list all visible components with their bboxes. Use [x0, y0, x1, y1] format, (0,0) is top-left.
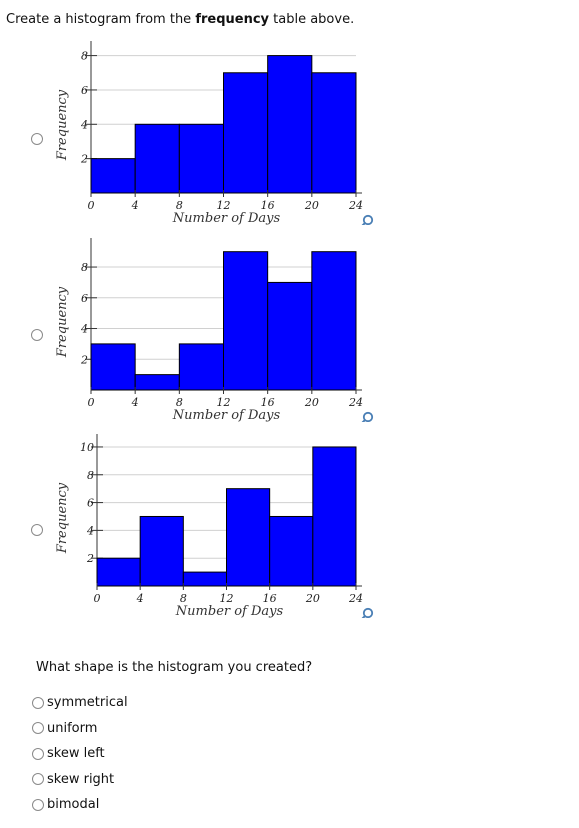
answer-option-skew-right[interactable]: skew right	[32, 767, 128, 793]
x-tick-label: 4	[136, 592, 144, 605]
x-tick-label: 8	[180, 592, 187, 605]
magnifier-handle	[361, 419, 366, 422]
histogram-bar	[139, 515, 184, 587]
histogram-bar	[182, 571, 227, 587]
instruction-bold-word: frequency	[195, 12, 270, 27]
histogram-option-1[interactable]: 2 4 6 8 0 4 8 12 16 20 24 Number of Days Frequency	[0, 35, 579, 225]
x-tick-label: 24	[348, 396, 363, 409]
x-tick-label: 20	[305, 592, 320, 605]
radio-button[interactable]	[32, 773, 44, 786]
y-tick-label: 10	[80, 441, 94, 454]
radio-button[interactable]	[32, 696, 44, 709]
y-tick-label: 2	[86, 552, 94, 565]
x-tick-label: 12	[217, 199, 231, 212]
y-tick-label: 8	[87, 469, 94, 482]
x-tick-label: 0	[94, 592, 101, 605]
magnifier-icon[interactable]	[361, 214, 374, 225]
histogram-bar	[96, 557, 141, 587]
radio-button[interactable]	[32, 747, 44, 760]
histogram-option-3[interactable]: 2 4 6 8 10 0 4 8 12 16 20 24 Number of Days Frequency	[0, 428, 579, 618]
answer-option-bimodal[interactable]: bimodal	[32, 792, 128, 818]
x-tick-label: 4	[131, 396, 139, 409]
radio-button[interactable]	[32, 722, 44, 735]
y-axis-label: Frequency	[55, 482, 70, 554]
histogram-bar	[223, 251, 269, 391]
y-axis-label: Frequency	[55, 286, 70, 358]
x-tick-label: 4	[131, 199, 139, 212]
magnifier-lens	[362, 607, 374, 618]
x-axis-label: Number of Days	[172, 408, 281, 422]
instruction-part-2: table above.	[269, 12, 355, 27]
x-tick-label: 12	[220, 592, 234, 605]
magnifier-handle	[361, 222, 366, 225]
y-tick-label: 2	[80, 153, 88, 166]
answer-label: skew right	[47, 771, 115, 787]
x-tick-label: 24	[348, 592, 363, 605]
radio-button[interactable]	[31, 133, 43, 145]
y-tick-label: 4	[86, 524, 94, 537]
x-tick-label: 8	[176, 396, 183, 409]
answer-label: symmetrical	[47, 695, 128, 711]
answer-option-uniform[interactable]: uniform	[32, 716, 128, 742]
x-tick-label: 16	[261, 396, 275, 409]
histogram-bar	[311, 72, 357, 194]
answer-option-skew-left[interactable]: skew left	[32, 741, 128, 767]
magnifier-icon[interactable]	[361, 607, 374, 618]
radio-button[interactable]	[32, 798, 44, 811]
x-tick-label: 16	[263, 592, 277, 605]
x-tick-label: 24	[348, 199, 363, 212]
histogram-bar	[90, 158, 136, 194]
y-tick-label: 6	[81, 84, 88, 97]
x-tick-label: 12	[217, 396, 231, 409]
answer-label: skew left	[47, 746, 105, 762]
magnifier-lens	[362, 411, 374, 422]
histogram-bar	[311, 251, 357, 391]
histogram-bar	[226, 488, 271, 587]
y-tick-label: 8	[81, 50, 88, 63]
y-axis-label: Frequency	[55, 89, 70, 161]
answer-label: uniform	[47, 720, 98, 736]
histogram-bar	[90, 343, 136, 391]
histogram-option-2[interactable]: 2 4 6 8 0 4 8 12 16 20 24 Number of Days Frequency	[0, 232, 579, 422]
histogram-bar	[134, 123, 180, 194]
x-tick-label: 20	[304, 199, 319, 212]
instruction-text: Create a histogram from the frequency ta…	[6, 12, 354, 27]
radio-button[interactable]	[31, 329, 43, 341]
radio-button[interactable]	[31, 524, 43, 536]
x-tick-label: 0	[88, 396, 95, 409]
y-tick-label: 6	[81, 292, 88, 305]
y-tick-label: 2	[80, 353, 88, 366]
x-tick-label: 8	[176, 199, 183, 212]
histogram-bar	[267, 281, 313, 391]
x-tick-label: 16	[261, 199, 275, 212]
histogram-bar	[178, 343, 224, 391]
x-tick-label: 20	[304, 396, 319, 409]
instruction-part-1: Create a histogram from the	[6, 12, 196, 27]
y-tick-label: 6	[87, 497, 94, 510]
question-text: What shape is the histogram you created?	[36, 660, 313, 675]
x-tick-label: 0	[88, 199, 95, 212]
y-tick-label: 4	[80, 118, 88, 131]
histogram-bar	[134, 374, 180, 391]
histogram-bar	[267, 55, 313, 194]
histogram-bar	[223, 72, 269, 194]
x-axis-label: Number of Days	[175, 604, 284, 618]
y-tick-label: 4	[80, 323, 88, 336]
y-tick-label: 8	[81, 261, 88, 274]
histogram-bar	[178, 123, 224, 194]
histogram-bar	[312, 446, 357, 587]
magnifier-lens	[362, 214, 374, 225]
magnifier-icon[interactable]	[361, 411, 374, 422]
answer-option-symmetrical[interactable]: symmetrical	[32, 690, 128, 716]
x-axis-label: Number of Days	[172, 211, 281, 225]
histogram-bar	[269, 515, 314, 587]
answer-options: symmetrical uniform skew left skew right…	[32, 690, 128, 818]
answer-label: bimodal	[47, 797, 100, 813]
magnifier-handle	[361, 615, 366, 618]
